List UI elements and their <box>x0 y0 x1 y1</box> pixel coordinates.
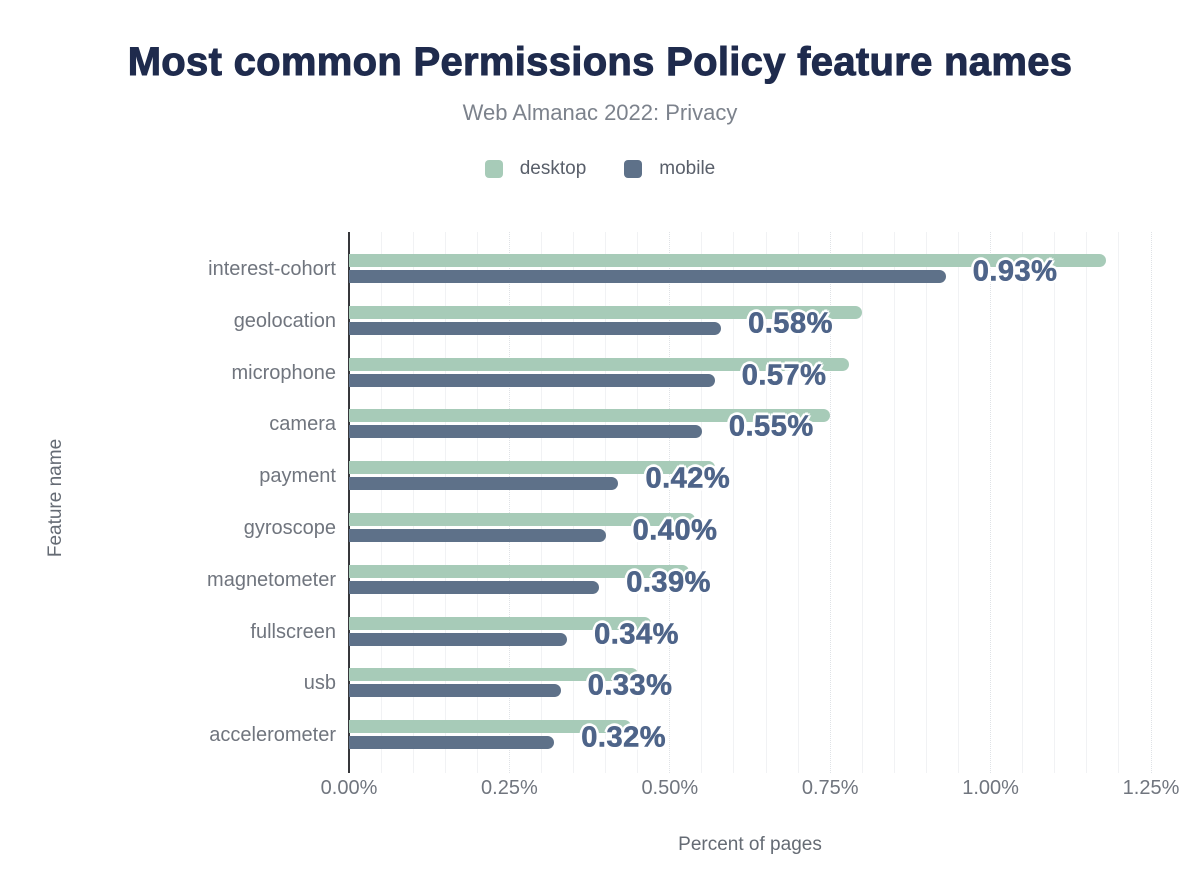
mobile-bar <box>349 373 715 387</box>
desktop-bar <box>349 254 1107 267</box>
mobile-bar <box>349 425 702 439</box>
minor-gridline <box>637 232 639 773</box>
minor-gridline <box>733 232 735 773</box>
desktop-bar <box>349 409 831 423</box>
minor-gridline <box>380 232 382 773</box>
minor-gridline <box>861 232 863 773</box>
x-tick-label: 1.25% <box>1122 777 1180 799</box>
minor-gridline <box>765 232 767 773</box>
major-gridline <box>669 232 671 773</box>
major-gridline <box>1150 232 1152 773</box>
category-label: payment <box>259 465 336 488</box>
minor-gridline <box>412 232 414 773</box>
chart-title: Most common Permissions Policy feature n… <box>127 40 1073 85</box>
mobile-bar <box>349 580 600 594</box>
minor-gridline <box>444 232 446 773</box>
mobile-bar <box>349 684 561 698</box>
minor-gridline <box>958 232 960 773</box>
minor-gridline <box>701 232 703 773</box>
minor-gridline <box>797 232 799 773</box>
mobile-bar <box>349 270 946 283</box>
value-label: 0.32% <box>581 721 667 754</box>
major-gridline <box>829 232 831 773</box>
y-axis-title: Feature name <box>45 438 66 558</box>
desktop-bar <box>349 720 632 734</box>
value-label: 0.33% <box>587 669 673 703</box>
category-label: usb <box>303 672 336 695</box>
minor-gridline <box>573 232 575 773</box>
legend-label-mobile: mobile <box>659 158 716 179</box>
category-label: microphone <box>231 361 336 384</box>
category-label: fullscreen <box>250 620 336 643</box>
value-label: 0.34% <box>594 618 679 651</box>
value-label: 0.55% <box>728 410 814 444</box>
minor-gridline <box>893 232 895 773</box>
category-label: accelerometer <box>209 724 336 747</box>
value-label: 0.58% <box>748 307 833 340</box>
value-label: 0.42% <box>645 462 731 495</box>
category-label: magnetometer <box>207 568 336 591</box>
minor-gridline <box>1022 232 1024 773</box>
desktop-bar <box>349 513 696 526</box>
desktop-bar <box>349 564 690 578</box>
mobile-bar <box>349 736 555 750</box>
category-label: interest-cohort <box>208 258 336 280</box>
minor-gridline <box>1086 232 1088 773</box>
chart-subtitle: Web Almanac 2022: Privacy <box>462 100 738 125</box>
desktop-bar <box>349 461 715 475</box>
x-tick-label: 0.00% <box>320 777 378 799</box>
category-label: gyroscope <box>243 517 336 539</box>
major-gridline <box>508 232 510 773</box>
x-tick-label: 0.75% <box>801 777 859 799</box>
x-axis-title: Percent of pages <box>678 834 822 855</box>
minor-gridline <box>476 232 478 773</box>
desktop-bar <box>349 305 863 319</box>
legend: desktop mobile <box>0 158 1200 180</box>
major-gridline <box>990 232 992 773</box>
legend-item-desktop: desktop <box>484 158 587 180</box>
mobile-swatch-icon <box>624 160 643 178</box>
legend-label-desktop: desktop <box>519 158 587 179</box>
desktop-bar <box>349 357 850 371</box>
minor-gridline <box>1054 232 1056 773</box>
desktop-swatch-icon <box>484 160 503 178</box>
value-label: 0.93% <box>972 255 1058 288</box>
x-tick-label: 0.25% <box>481 777 538 799</box>
mobile-bar <box>349 632 568 646</box>
mobile-bar <box>349 529 606 542</box>
value-label: 0.40% <box>632 514 718 547</box>
mobile-bar <box>349 321 722 335</box>
category-label: camera <box>269 413 336 436</box>
value-label: 0.39% <box>626 566 711 599</box>
legend-item-mobile: mobile <box>624 158 715 180</box>
x-tick-label: 0.50% <box>641 777 699 799</box>
minor-gridline <box>925 232 927 773</box>
value-label: 0.57% <box>741 359 827 392</box>
mobile-bar <box>349 477 619 491</box>
minor-gridline <box>1118 232 1120 773</box>
x-tick-label: 1.00% <box>962 777 1019 799</box>
category-label: geolocation <box>233 309 336 332</box>
minor-gridline <box>605 232 607 773</box>
minor-gridline <box>540 232 542 773</box>
desktop-bar <box>349 668 638 682</box>
desktop-bar <box>349 616 651 630</box>
y-axis-line <box>348 232 350 773</box>
